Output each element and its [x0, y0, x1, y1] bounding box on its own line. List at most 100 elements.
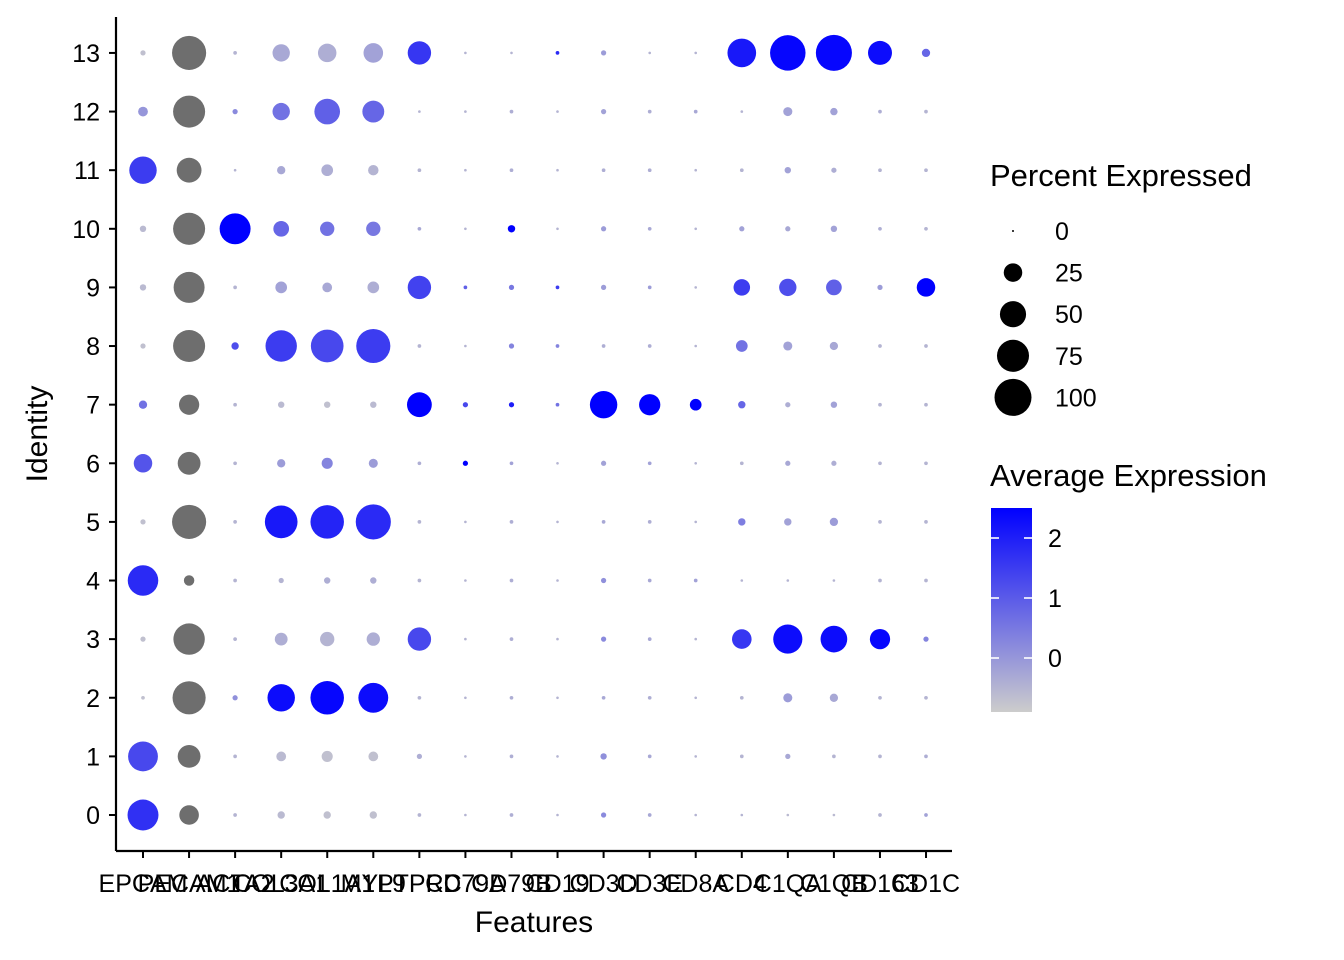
dot-cd1c-cluster-7 [924, 402, 928, 407]
dot-cd8a-cluster-10 [694, 227, 698, 231]
dot-cd1c-cluster-8 [924, 344, 928, 348]
dot-cd1c-cluster-2 [924, 695, 928, 700]
dot-epcam-cluster-13 [140, 50, 146, 56]
dot-cd79a-cluster-12 [464, 110, 467, 113]
color-legend-ticks: 0 1 2 [991, 525, 1062, 673]
dot-cd19-cluster-12 [556, 110, 559, 113]
color-legend-label: 2 [1048, 525, 1062, 553]
x-tick-label: C1QA [754, 870, 822, 898]
dot-cd19-cluster-1 [556, 755, 559, 758]
dot-pecam1-cluster-4 [183, 575, 195, 586]
dot-acta2-cluster-9 [233, 285, 237, 290]
dot-col1a1-cluster-6 [321, 457, 333, 469]
dot-epcam-cluster-3 [140, 636, 146, 642]
dot-cd79b-cluster-5 [509, 520, 514, 524]
dot-acta2-cluster-6 [233, 461, 237, 466]
dot-cd79b-cluster-4 [509, 578, 514, 583]
dot-pecam1-cluster-3 [173, 623, 205, 655]
dot-cd79b-cluster-6 [509, 461, 514, 466]
dot-cd19-cluster-3 [556, 637, 559, 641]
dot-epcam-cluster-6 [133, 454, 153, 473]
dot-cd79a-cluster-11 [464, 168, 467, 172]
dot-cd163-cluster-5 [878, 520, 882, 524]
dot-cd1c-cluster-13 [921, 48, 931, 58]
dot-c1qa-cluster-2 [783, 693, 793, 703]
dot-c1qa-cluster-0 [786, 813, 790, 817]
dot-cd79a-cluster-4 [464, 579, 467, 582]
dot-cd163-cluster-7 [878, 402, 882, 407]
dot-acta2-cluster-2 [232, 695, 238, 701]
dot-cd8a-cluster-8 [694, 344, 698, 348]
dot-cd3e-cluster-0 [647, 813, 652, 817]
dot-cd79a-cluster-10 [464, 227, 467, 231]
dot-cd19-cluster-5 [556, 520, 559, 524]
dot-acta2-cluster-8 [231, 342, 239, 350]
dot-col1a1-cluster-4 [324, 577, 331, 584]
dot-col3a1-cluster-2 [267, 684, 295, 712]
dot-epcam-cluster-9 [139, 284, 147, 291]
y-tick-label: 10 [72, 216, 100, 244]
dot-ptprc-cluster-1 [416, 753, 423, 760]
dot-c1qa-cluster-8 [783, 341, 793, 351]
dot-cd4-cluster-8 [735, 340, 748, 352]
dot-col3a1-cluster-1 [276, 751, 287, 762]
dot-cd4-cluster-9 [733, 279, 751, 296]
size-legend-title: Percent Expressed [990, 158, 1252, 193]
dot-cd163-cluster-6 [878, 461, 882, 466]
dot-col3a1-cluster-10 [273, 220, 290, 237]
dot-ptprc-cluster-5 [417, 520, 422, 524]
x-tick-label: C1QB [800, 870, 868, 898]
dot-cd19-cluster-4 [556, 579, 559, 582]
dot-myl9-cluster-7 [370, 401, 377, 408]
dot-epcam-cluster-1 [128, 741, 158, 772]
dot-c1qa-cluster-11 [784, 167, 791, 174]
dot-cd79b-cluster-11 [509, 168, 514, 173]
dot-ptprc-cluster-3 [407, 627, 432, 651]
size-legend-dot [1012, 230, 1014, 232]
dot-col3a1-cluster-11 [277, 166, 286, 175]
x-tick-label: ACTA2 [196, 870, 275, 898]
dot-cd79a-cluster-13 [464, 51, 467, 55]
dot-c1qa-cluster-3 [773, 624, 803, 654]
dot-cd19-cluster-6 [556, 461, 559, 465]
dot-cd1c-cluster-1 [924, 754, 928, 759]
dot-cd4-cluster-6 [739, 461, 744, 466]
dot-cd3d-cluster-5 [601, 520, 606, 524]
color-legend: Average Expression 0 1 2 [990, 458, 1267, 712]
dot-cd3d-cluster-9 [600, 284, 607, 291]
dot-cd19-cluster-2 [556, 696, 559, 700]
dot-cd8a-cluster-9 [694, 286, 698, 289]
dot-cd3e-cluster-10 [647, 226, 652, 231]
dot-col1a1-cluster-0 [323, 811, 331, 819]
dot-acta2-cluster-13 [233, 51, 237, 55]
dot-ptprc-cluster-7 [406, 392, 432, 418]
dot-cd79a-cluster-2 [464, 696, 467, 700]
x-tick-label: CD19 [526, 870, 590, 898]
dot-myl9-cluster-10 [366, 221, 381, 236]
size-legend-label: 50 [1055, 301, 1083, 329]
dot-cd79b-cluster-10 [507, 225, 516, 233]
dot-c1qb-cluster-13 [815, 34, 852, 71]
dot-col1a1-cluster-11 [321, 164, 334, 177]
dot-cd79b-cluster-9 [508, 284, 515, 291]
x-tick-label: CD3E [616, 870, 683, 898]
dot-myl9-cluster-12 [362, 100, 385, 123]
color-legend-label: 1 [1048, 585, 1062, 613]
dot-cd4-cluster-2 [739, 695, 744, 700]
dot-cd79a-cluster-5 [464, 520, 467, 524]
dot-cd19-cluster-10 [556, 227, 559, 231]
dot-cd19-cluster-8 [555, 344, 560, 348]
dot-col3a1-cluster-7 [278, 401, 285, 408]
dot-cd79a-cluster-0 [464, 813, 467, 817]
y-tick-label: 6 [86, 450, 100, 478]
x-tick-label: CD79B [471, 870, 552, 898]
dot-myl9-cluster-2 [358, 682, 389, 713]
dot-pecam1-cluster-5 [172, 504, 207, 539]
dot-cd4-cluster-1 [739, 754, 744, 759]
dot-cd4-cluster-0 [740, 813, 744, 817]
color-legend-bar [991, 508, 1032, 712]
dot-col1a1-cluster-1 [321, 750, 333, 762]
dot-c1qa-cluster-13 [770, 35, 806, 71]
dot-cd163-cluster-9 [877, 284, 883, 291]
size-legend-label: 100 [1055, 384, 1097, 412]
